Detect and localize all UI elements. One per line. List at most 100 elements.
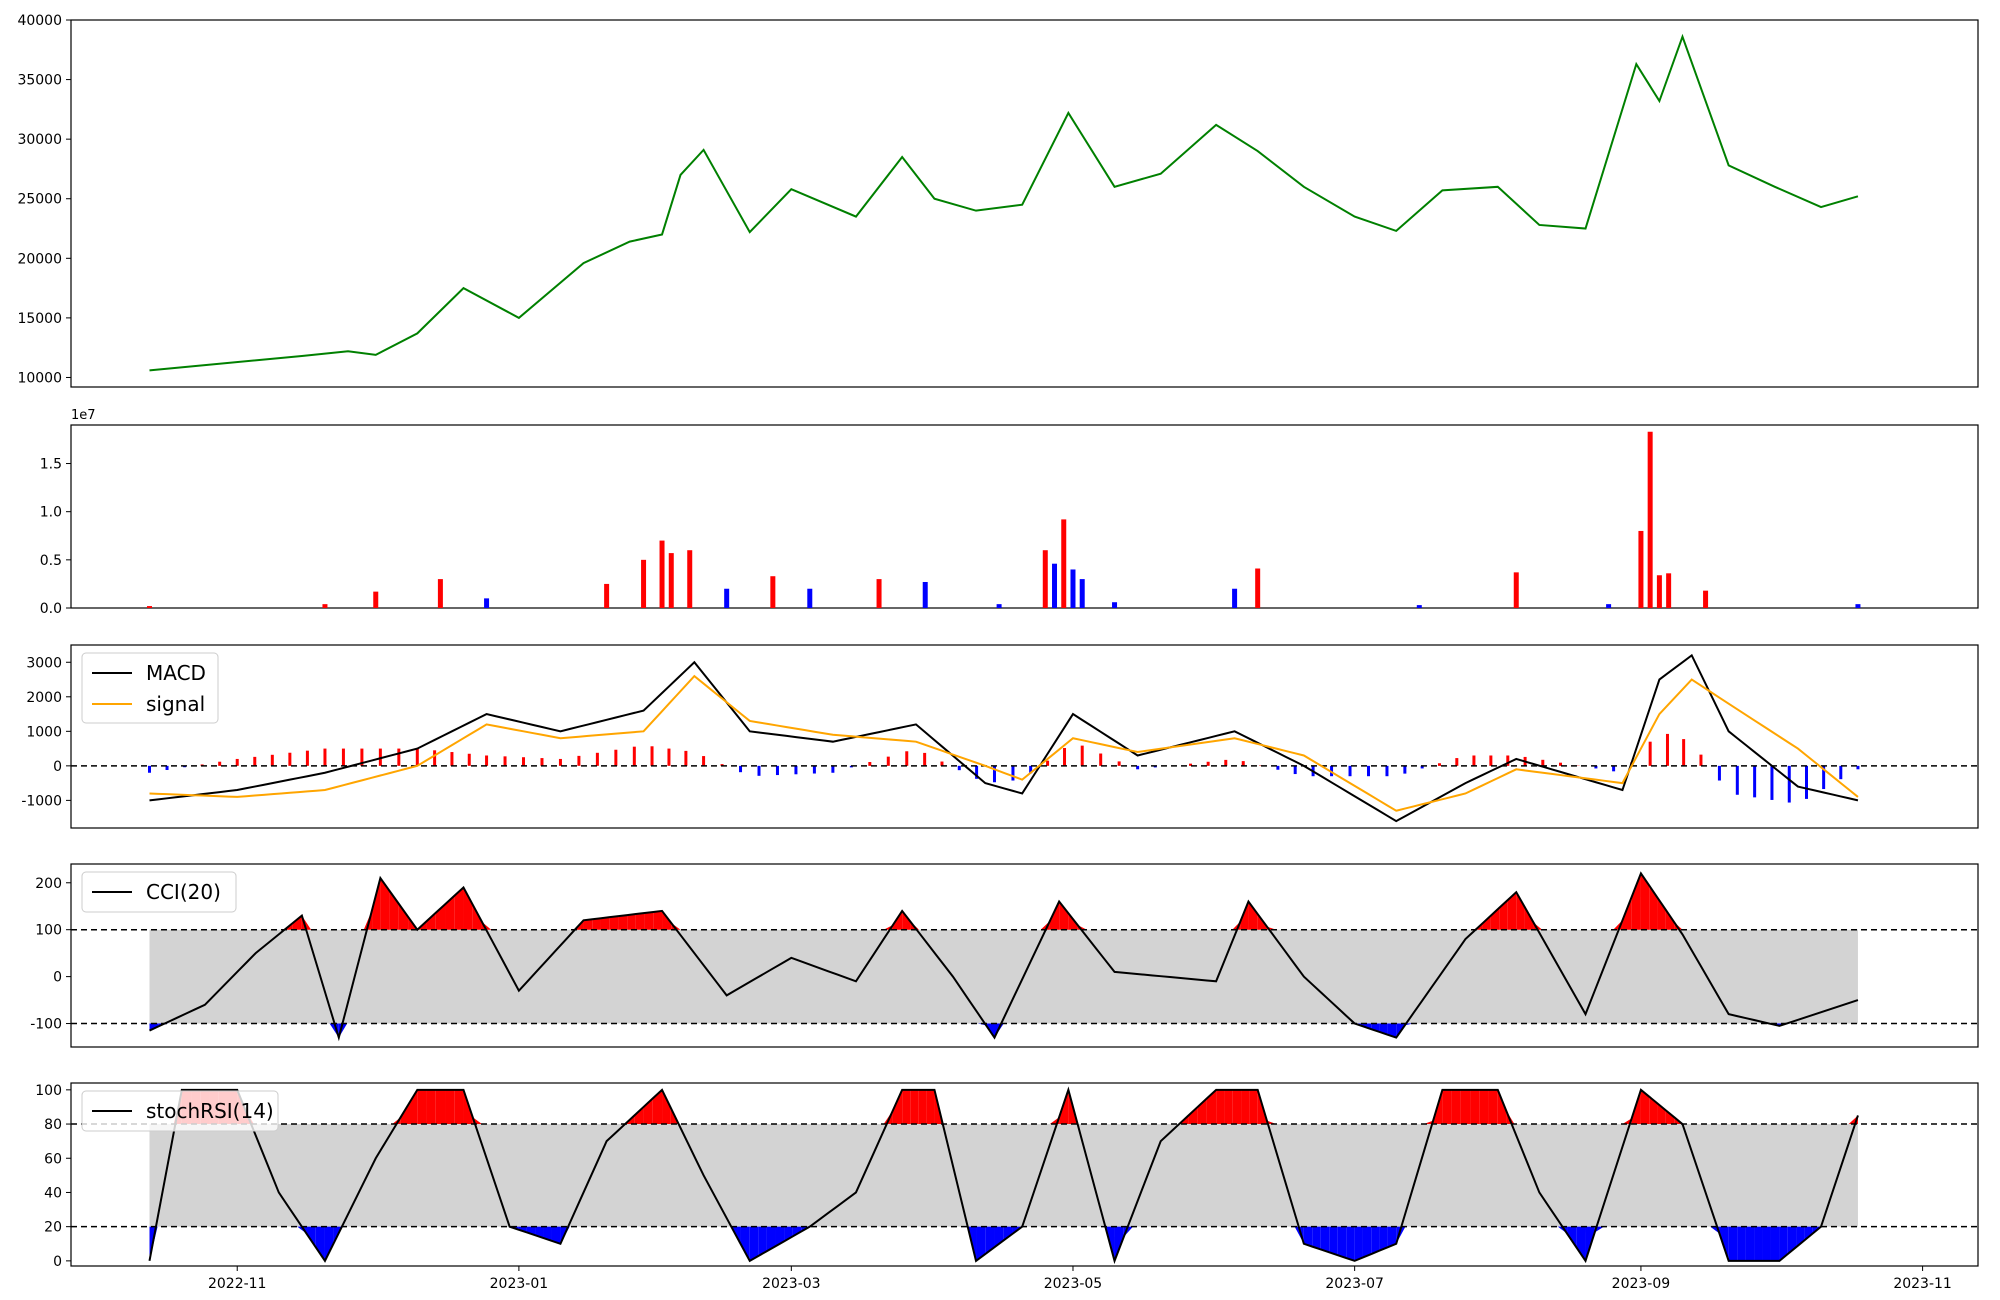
macd-histogram-bar	[614, 749, 618, 766]
cci-legend: CCI(20)	[81, 871, 237, 913]
macd-histogram-bar	[923, 752, 927, 766]
neutral-band	[149, 1124, 1858, 1227]
volume-bar	[922, 581, 928, 608]
overbought-fill	[902, 910, 911, 930]
y-tick-label: 2000	[26, 690, 62, 706]
overbought-fill	[1249, 1089, 1258, 1125]
macd-histogram-bar	[467, 753, 471, 766]
macd-histogram-bar	[1541, 759, 1545, 766]
overbought-fill	[1266, 1120, 1277, 1125]
macd-histogram-bar	[667, 748, 671, 766]
macd-histogram-bar	[1489, 755, 1493, 766]
macd-histogram-bar	[270, 754, 274, 766]
overbought-fill	[609, 916, 619, 930]
cci-line	[149, 871, 1859, 1042]
macd-histogram-bar	[1770, 765, 1774, 800]
macd-histogram-bar	[1804, 765, 1808, 799]
overbought-fill	[1506, 1110, 1515, 1125]
oversold-fill	[1346, 1226, 1355, 1261]
y-tick-label: 40	[44, 1185, 62, 1201]
y-tick-label: 30000	[17, 132, 62, 148]
oversold-fill	[1787, 1226, 1797, 1255]
cci-legend-box	[81, 871, 237, 913]
overbought-fill	[1490, 907, 1500, 930]
volume-bar	[687, 550, 693, 608]
stochrsi-line	[148, 1086, 1859, 1265]
oversold-fill	[1745, 1226, 1755, 1261]
macd-histogram-bar	[1594, 765, 1598, 769]
y-tick-label: -100	[30, 1017, 62, 1033]
stochrsi-legend-label: stochRSI(14)	[146, 1099, 274, 1123]
overbought-fill	[892, 1089, 903, 1125]
volume-plot-area	[146, 431, 1861, 608]
macd-histogram-bar	[1117, 761, 1121, 766]
macd-histogram-bar	[739, 765, 743, 773]
overbought-fill	[1499, 899, 1508, 930]
volume-bar	[1079, 579, 1085, 608]
overbought-fill	[380, 878, 390, 930]
overbought-fill	[417, 1089, 427, 1125]
volume-bar	[1656, 575, 1662, 608]
overbought-fill	[1059, 901, 1069, 930]
y-tick-label: 100	[35, 1083, 62, 1099]
volume-bar	[1232, 588, 1238, 608]
overbought-fill	[1232, 1089, 1242, 1125]
y-tick-label: -1000	[21, 793, 62, 809]
y-tick-label: 10000	[17, 370, 62, 386]
price-line	[149, 33, 1859, 372]
volume-bar	[641, 559, 647, 608]
macd-histogram-bar	[1029, 765, 1033, 774]
oversold-fill	[551, 1226, 561, 1244]
macd-histogram-bar	[378, 748, 382, 766]
macd-histogram-bar	[1099, 753, 1103, 766]
overbought-fill	[618, 915, 628, 930]
macd-histogram-bar	[341, 748, 345, 766]
overbought-fill	[902, 1089, 911, 1125]
overbought-fill	[445, 1089, 455, 1125]
macd-histogram-bar	[831, 765, 835, 773]
y-tick-label: 25000	[17, 192, 62, 208]
macd-histogram-bar	[218, 761, 222, 766]
volume-bar	[770, 576, 776, 608]
overbought-fill	[634, 1106, 644, 1125]
y-tick-label: 20	[44, 1220, 62, 1236]
macd-histogram-bar	[577, 755, 581, 766]
cci-y-axis: -100 0 100 200	[30, 876, 71, 1033]
macd-histogram-bar	[886, 756, 890, 766]
volume-bar	[996, 604, 1002, 608]
price-y-axis: 10000 15000 20000 25000 30000 35000 40000	[17, 13, 71, 386]
x-tick-label: 2023-09	[1612, 1276, 1671, 1292]
oversold-fill	[1387, 1023, 1397, 1038]
macd-histogram-bar	[1839, 765, 1843, 780]
overbought-fill	[463, 887, 473, 930]
overbought-fill	[883, 1110, 893, 1125]
overbought-fill	[1442, 1089, 1452, 1125]
volume-axes-frame	[70, 424, 1979, 609]
macd-histogram-bar	[757, 765, 761, 776]
y-tick-label: 3000	[26, 655, 62, 671]
oversold-fill	[1404, 1023, 1414, 1026]
overbought-fill	[662, 910, 672, 930]
oversold-fill	[758, 1226, 767, 1256]
oversold-fill	[994, 1023, 1004, 1038]
macd-histogram-bar	[1648, 741, 1652, 766]
macd-histogram-bar	[558, 758, 562, 766]
overbought-fill	[1488, 1089, 1498, 1125]
macd-histogram-bar	[1276, 765, 1280, 770]
overbought-fill	[910, 1089, 919, 1125]
price-panel: 10000 15000 20000 25000 30000 35000 40000	[17, 13, 1979, 388]
macd-legend: MACD signal	[81, 652, 219, 724]
macd-histogram-bar	[288, 752, 292, 766]
y-tick-label: 0	[53, 970, 62, 986]
x-tick-label: 2022-11	[208, 1276, 267, 1292]
oversold-fill	[740, 1226, 750, 1261]
volume-bar	[1416, 605, 1422, 608]
volume-bar	[322, 604, 328, 608]
overbought-fill	[1497, 1089, 1507, 1125]
overbought-fill	[408, 1089, 418, 1125]
overbought-fill	[583, 919, 593, 930]
volume-offset-label: 1e7	[71, 408, 96, 423]
oversold-fill	[1379, 1226, 1388, 1251]
overbought-fill	[372, 878, 381, 930]
